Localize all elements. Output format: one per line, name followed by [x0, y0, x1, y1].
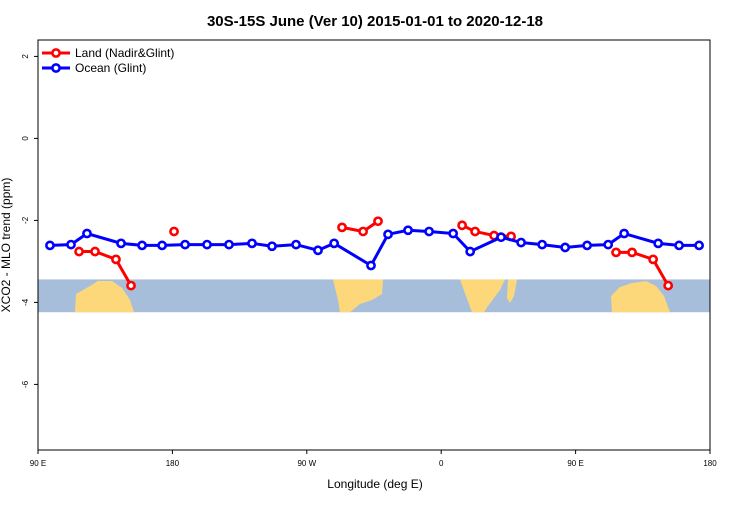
data-point-0	[169, 226, 179, 237]
data-point-1	[329, 238, 340, 249]
data-point-1	[291, 239, 301, 250]
legend-label: Land (Nadir&Glint)	[75, 46, 174, 60]
data-point-1	[180, 239, 190, 250]
data-point-1	[496, 232, 506, 243]
axes: 90 E 180 90 W 0 90 E 180 2 0 -2 -4 -6	[21, 54, 717, 468]
y-tick-label: -6	[21, 380, 30, 388]
data-point-0	[358, 226, 368, 237]
data-point-1	[537, 239, 548, 250]
data-point-1	[116, 238, 126, 249]
data-point-1	[516, 237, 526, 248]
land-mass	[75, 281, 134, 313]
y-axis-label: XCO2 - MLO trend (ppm)	[0, 178, 13, 313]
data-point-0	[470, 226, 480, 237]
x-tick-label: 90 W	[297, 459, 316, 468]
data-point-1	[82, 228, 92, 239]
legend-marker	[51, 48, 61, 58]
data-point-1	[653, 238, 664, 249]
data-point-1	[137, 240, 147, 251]
x-axis-label: Longitude (deg E)	[327, 477, 422, 491]
data-point-0	[373, 216, 383, 227]
data-point-1	[448, 228, 459, 239]
series-line-0	[79, 250, 133, 287]
legend-label: Ocean (Glint)	[75, 61, 146, 75]
land-mass	[460, 279, 505, 313]
data-point-1	[366, 260, 376, 271]
data-point-1	[383, 229, 393, 240]
x-tick-label: 180	[703, 459, 717, 468]
x-tick-label: 180	[166, 459, 180, 468]
data-point-0	[663, 280, 674, 291]
data-point-0	[126, 280, 136, 291]
data-point-1	[202, 239, 212, 250]
data-point-1	[267, 241, 277, 252]
data-point-1	[157, 240, 167, 251]
data-point-1	[603, 239, 614, 250]
data-point-1	[424, 226, 435, 237]
y-tick-label: 2	[21, 54, 30, 59]
data-point-0	[627, 247, 637, 258]
land-mass	[333, 279, 383, 313]
data-point-1	[582, 240, 592, 251]
data-point-1	[560, 242, 571, 253]
data-point-1	[619, 228, 630, 239]
x-tick-label: 90 E	[567, 459, 583, 468]
x-tick-label: 0	[439, 459, 444, 468]
map-band	[38, 279, 710, 313]
data-point-1	[465, 246, 476, 257]
land-mass	[611, 281, 670, 313]
series-line-0	[616, 250, 670, 287]
legend-marker	[51, 63, 61, 73]
data-point-0	[111, 254, 121, 265]
data-point-1	[45, 240, 55, 251]
y-tick-label: -4	[21, 298, 30, 306]
y-tick-label: -2	[21, 216, 30, 224]
data-point-0	[611, 247, 621, 258]
series-layer	[45, 216, 704, 291]
y-tick-label: 0	[21, 136, 30, 141]
plot-frame	[37, 39, 711, 451]
data-point-1	[224, 239, 234, 250]
data-point-0	[457, 220, 468, 231]
data-point-1	[313, 245, 323, 256]
data-point-0	[337, 222, 347, 233]
data-point-1	[674, 240, 684, 251]
data-point-0	[74, 246, 84, 257]
data-point-0	[648, 254, 659, 265]
series-line-1	[49, 228, 700, 268]
data-point-1	[66, 239, 76, 250]
chart-title: 30S-15S June (Ver 10) 2015-01-01 to 2020…	[207, 13, 543, 30]
land-mass	[507, 279, 517, 303]
data-point-1	[694, 240, 704, 251]
legend: Land (Nadir&Glint)Ocean (Glint)	[42, 46, 174, 75]
data-point-1	[403, 225, 413, 236]
x-tick-label: 90 E	[30, 459, 46, 468]
data-point-0	[90, 246, 100, 257]
data-point-1	[247, 238, 257, 249]
